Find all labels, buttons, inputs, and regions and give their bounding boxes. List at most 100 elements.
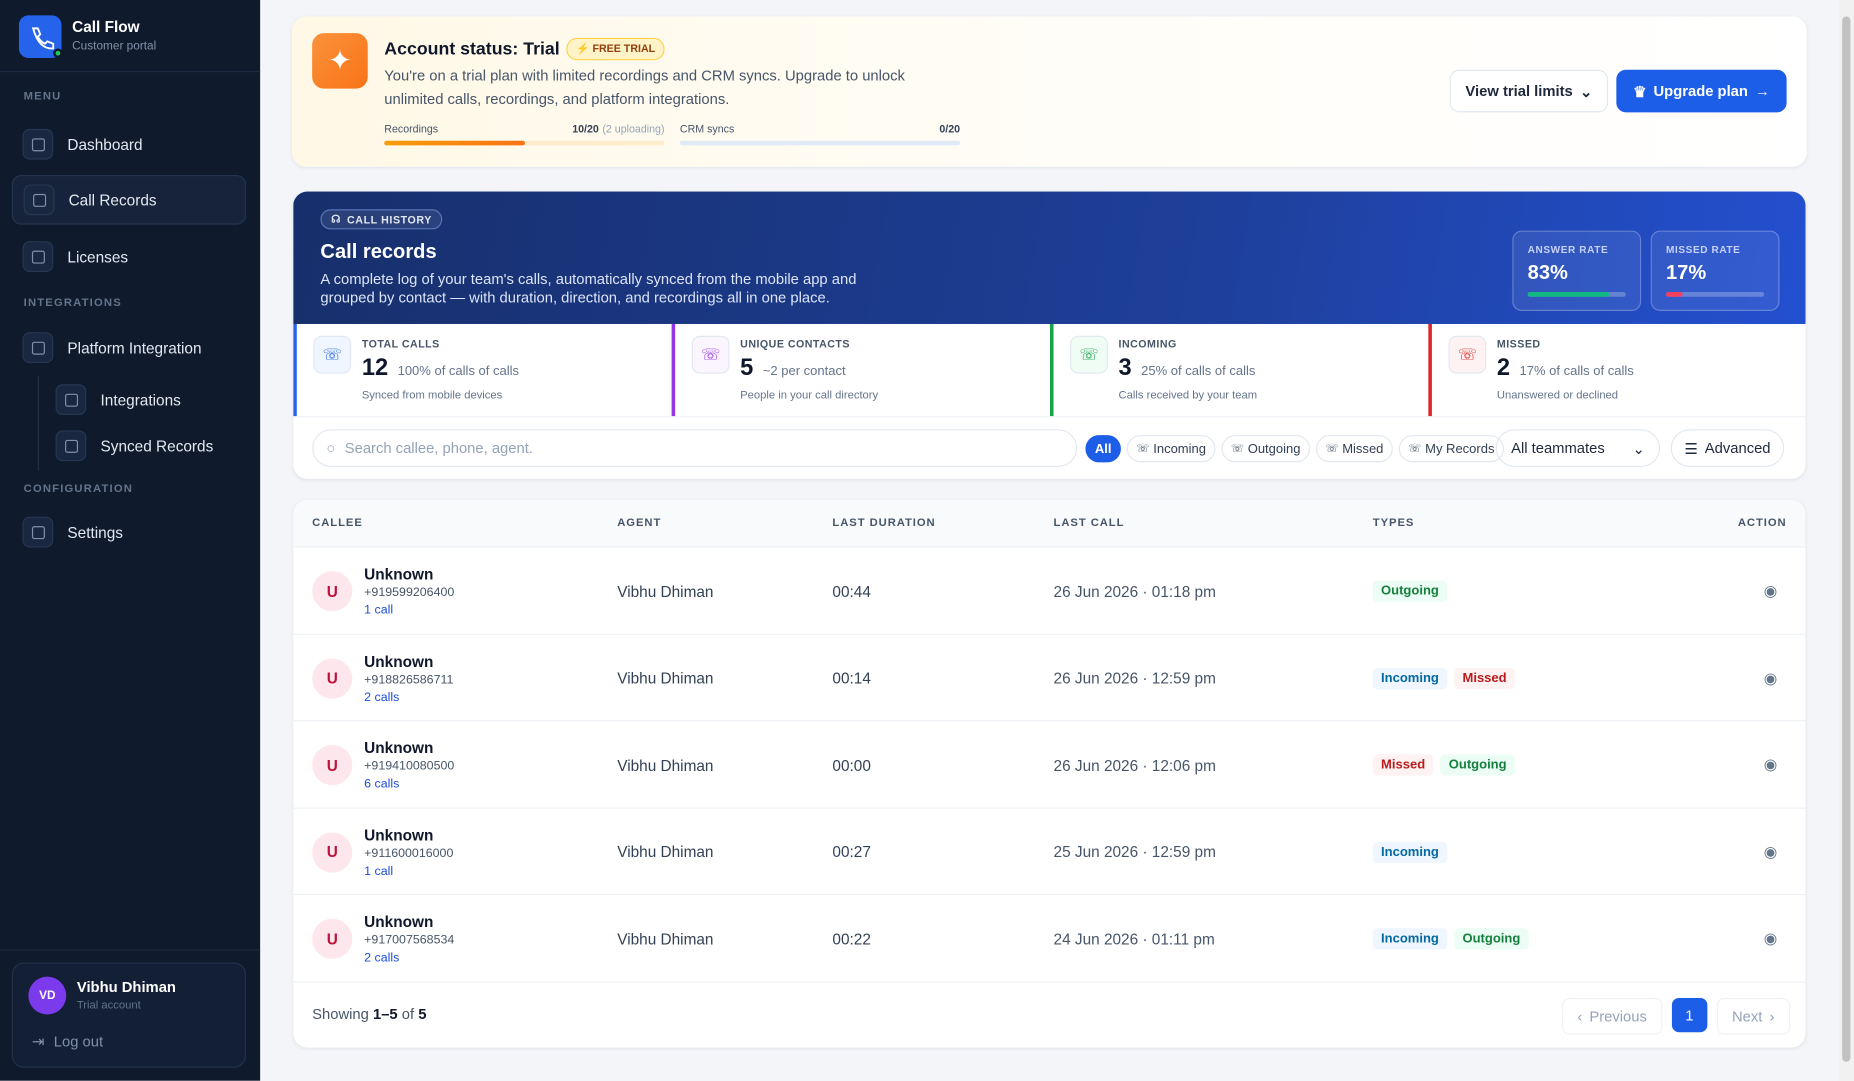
nav-item[interactable]: Licenses	[12, 232, 246, 282]
scroll-thumb[interactable]	[1842, 16, 1851, 1062]
filter-chip[interactable]: All	[1085, 435, 1121, 463]
view-action[interactable]: ◉	[1763, 929, 1778, 948]
call-history-card: ☊ CALL HISTORY Call records A complete lo…	[293, 191, 1806, 479]
view-action[interactable]: ◉	[1763, 842, 1778, 861]
nav-item[interactable]: Platform Integration	[12, 323, 246, 373]
call-count[interactable]: 2 calls	[364, 951, 400, 966]
call-count[interactable]: 6 calls	[364, 777, 400, 792]
divider	[0, 70, 261, 73]
stat-card: ☏ TOTAL CALLS 12 100% of calls of calls Sync…	[293, 323, 675, 417]
logout[interactable]: ⇥ Log out	[32, 1032, 103, 1050]
upgrade-button[interactable]: ♛ Upgrade plan →	[1616, 69, 1787, 113]
hero-description: A complete log of your team's calls, aut…	[320, 270, 857, 307]
teammate-select[interactable]: All teammates ⌄	[1495, 429, 1661, 468]
filter-chip[interactable]: ☏ Incoming	[1126, 435, 1216, 463]
rate-track	[1666, 292, 1765, 297]
progress-count: 10/20	[572, 122, 599, 135]
showing-range: 1–5	[372, 1006, 398, 1023]
callee-name: Unknown	[364, 565, 434, 583]
nav-label: Synced Records	[100, 436, 214, 455]
agent-cell: Vibhu Dhiman	[617, 843, 714, 862]
phone-icon	[31, 27, 55, 50]
tag-text: CALL HISTORY	[347, 213, 432, 226]
chip-label: My Records	[1425, 441, 1495, 456]
table-row: U Unknown +918826586711 2 calls Vibhu Dhiman…	[293, 633, 1806, 722]
callee-phone: +919599206400	[364, 585, 455, 600]
stat-label: TOTAL CALLS	[361, 338, 440, 350]
status-dot	[53, 48, 63, 58]
view-limits-button[interactable]: View trial limits ⌄	[1449, 69, 1609, 113]
rate-fill	[1666, 292, 1683, 297]
callee-avatar: U	[312, 571, 353, 612]
nav-icon	[22, 241, 54, 272]
page-label: Previous	[1589, 1007, 1647, 1025]
stat-icon: ☏	[313, 335, 352, 374]
table-header: CALLEE AGENT LAST DURATION LAST CALL TYPES AC…	[293, 500, 1806, 547]
stat-label: UNIQUE CONTACTS	[740, 338, 850, 350]
call-count[interactable]: 2 calls	[364, 690, 400, 705]
chips: All ☏ Incoming ☏ Outgoing ☏ Missed ☏ My Records	[1085, 435, 1509, 463]
duration-cell: 00:44	[832, 582, 871, 601]
filter-chip[interactable]: ☏ Outgoing	[1221, 435, 1310, 463]
callee-name: Unknown	[364, 739, 434, 757]
types-cell: Missed Outgoing	[1372, 721, 1522, 808]
callee-avatar: U	[312, 658, 353, 699]
progress-label: Recordings	[384, 122, 439, 135]
types-cell: Incoming Outgoing	[1372, 896, 1536, 983]
nav-icon	[23, 184, 55, 216]
showing-total: 5	[418, 1006, 427, 1023]
brand-name: Call Flow	[72, 17, 140, 36]
table-footer: Showing 1–5 of 5 ‹ Previous 1 Next ›	[293, 981, 1806, 1047]
search-input[interactable]: ○ Search callee, phone, agent.	[312, 429, 1078, 468]
callee-name: Unknown	[364, 652, 434, 670]
types-cell: Incoming Missed	[1372, 634, 1522, 721]
nav-item[interactable]: Call Records	[11, 174, 246, 225]
progress-value: 0/20	[680, 123, 960, 135]
logout-label: Log out	[53, 1033, 104, 1050]
callee-cell: U Unknown +911600016000 1 call	[312, 809, 453, 896]
progress-note: (2 uploading)	[602, 122, 665, 135]
callee-info: Unknown +919410080500 6 calls	[364, 739, 454, 791]
stat-line: 5 ~2 per contact	[740, 355, 845, 382]
section-title: CONFIGURATION	[23, 482, 134, 496]
headset: ☊	[331, 212, 342, 225]
page-button[interactable]: 1	[1671, 997, 1708, 1033]
stat-card: ☏ MISSED 2 17% of calls of calls Unanswered …	[1428, 323, 1805, 417]
view-action[interactable]: ◉	[1763, 755, 1778, 774]
page-button[interactable]: ‹ Previous	[1561, 997, 1663, 1035]
last-call-cell: 26 Jun 2026 · 12:06 pm	[1053, 756, 1216, 775]
call-count[interactable]: 1 call	[364, 864, 394, 879]
view-action[interactable]: ◉	[1763, 668, 1778, 687]
last-call-cell: 24 Jun 2026 · 01:11 pm	[1053, 930, 1215, 949]
page-button[interactable]: Next ›	[1716, 997, 1790, 1035]
nav-icon	[22, 128, 54, 160]
nav-item[interactable]: Dashboard	[12, 119, 246, 169]
scrollbar[interactable]	[1838, 0, 1854, 1081]
nav-icon	[55, 384, 87, 416]
hero-tag: ☊ CALL HISTORY	[320, 209, 443, 230]
logout-icon: ⇥	[31, 1033, 45, 1050]
call-count[interactable]: 1 call	[364, 603, 394, 618]
brand-subtitle: Customer portal	[72, 40, 157, 54]
nav-item[interactable]: Settings	[12, 507, 246, 557]
nav-subitem[interactable]: Synced Records	[45, 421, 246, 471]
filter-chip[interactable]: ☏ Missed	[1315, 435, 1393, 463]
chip-icon: ☏	[1230, 442, 1245, 455]
view-action[interactable]: ◉	[1763, 581, 1778, 600]
column-header: LAST DURATION	[832, 516, 936, 530]
stat-icon: ☏	[1448, 335, 1487, 374]
hero: ☊ CALL HISTORY Call records A complete lo…	[293, 191, 1806, 324]
nav-subitem[interactable]: Integrations	[45, 375, 246, 425]
stat-detail: 100% of calls of calls	[397, 364, 520, 379]
advanced-button[interactable]: ☰ Advanced	[1670, 429, 1785, 468]
callee-phone: +917007568534	[364, 933, 455, 948]
stat-detail: ~2 per contact	[762, 364, 846, 379]
rate-value: 83%	[1527, 261, 1568, 284]
stat-sub: People in your call directory	[740, 389, 879, 403]
filter-chip[interactable]: ☏ My Records	[1398, 435, 1504, 463]
agent-cell: Vibhu Dhiman	[617, 930, 714, 949]
badge-text: FREE TRIAL	[592, 42, 656, 55]
callee-info: Unknown +918826586711 2 calls	[364, 652, 453, 704]
nav-label: Platform Integration	[67, 338, 202, 357]
progress-label: CRM syncs	[679, 122, 735, 135]
